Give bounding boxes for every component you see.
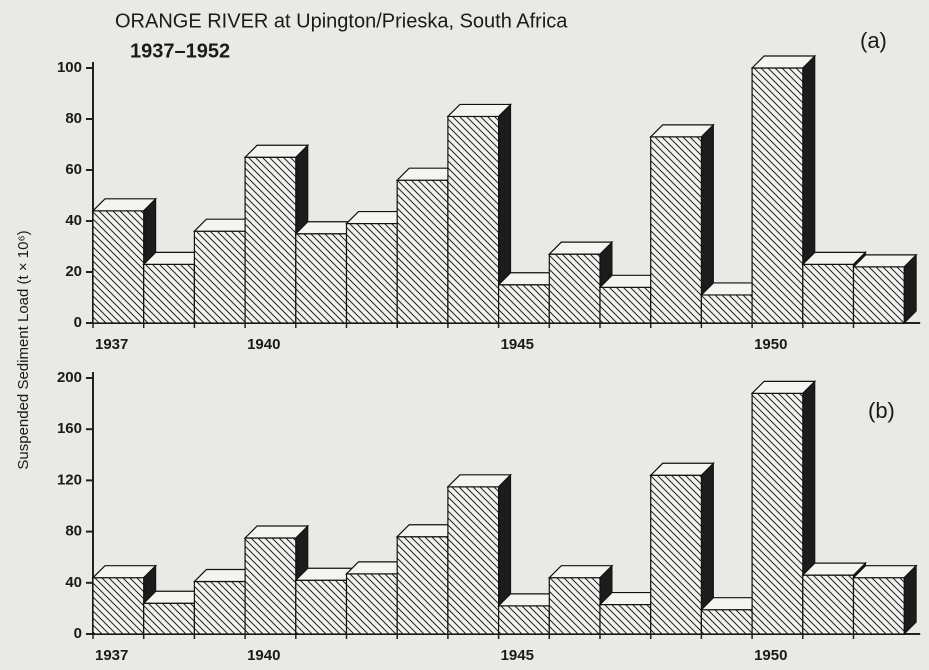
bar-front [295, 233, 348, 324]
bar-front [498, 605, 550, 635]
x-tick-label: 1937 [95, 647, 128, 664]
y-tick-label: 120 [57, 471, 82, 488]
bar [750, 54, 817, 325]
panel-label: (b) [868, 398, 895, 423]
y-tick-label: 80 [65, 110, 82, 127]
bar-front [396, 179, 449, 324]
bar-top [243, 144, 310, 158]
bar-top [801, 251, 867, 265]
bar-front [650, 474, 703, 635]
bar-top [852, 254, 918, 268]
y-axis-label: Suspended Sediment Load (t × 10⁶) [15, 230, 32, 469]
y-tick-label: 200 [57, 369, 82, 386]
bar-front [751, 392, 804, 635]
x-tick-label: 1945 [501, 336, 534, 353]
bar-front [244, 537, 297, 635]
bar-front [143, 263, 195, 324]
bar-top [91, 565, 158, 579]
bar-top [446, 474, 513, 488]
bar-top [750, 55, 817, 69]
bar-front [447, 486, 500, 635]
bar-front [802, 263, 855, 324]
y-tick-label: 40 [65, 574, 82, 591]
bar-front [345, 222, 398, 324]
y-tick-label: 0 [74, 625, 82, 642]
chart-subtitle: 1937–1952 [130, 40, 230, 62]
bar-front [751, 67, 804, 324]
bar [852, 564, 918, 636]
y-tick-label: 160 [57, 420, 82, 437]
bar-top [649, 124, 715, 138]
bar-front [548, 253, 601, 324]
bar [91, 197, 158, 325]
x-tick-label: 1940 [247, 336, 280, 353]
bar [852, 253, 918, 325]
panel-label: (a) [860, 28, 887, 53]
y-tick-label: 20 [65, 263, 82, 280]
bar-top [446, 103, 513, 118]
bar-front [447, 115, 500, 324]
bar-front [143, 602, 195, 635]
bar-front [92, 210, 145, 324]
bar-top [750, 380, 817, 394]
bar-front [548, 577, 601, 635]
bar-front [295, 579, 348, 635]
bar [446, 473, 513, 636]
bar-top [547, 565, 614, 579]
bar-front [599, 286, 652, 324]
bar-front [852, 266, 905, 324]
bar-top [649, 462, 715, 476]
bar-front [396, 536, 449, 635]
bar-top [547, 241, 614, 255]
bar [649, 462, 715, 636]
y-tick-label: 0 [74, 314, 82, 331]
x-tick-label: 1937 [95, 336, 128, 353]
bar-front [345, 573, 398, 635]
bar-front [193, 580, 246, 635]
bar [497, 592, 563, 636]
bar-top [91, 198, 158, 212]
bar-front [599, 603, 652, 635]
x-tick-label: 1950 [754, 336, 787, 353]
bar-front [650, 136, 703, 324]
bar-top [243, 525, 310, 539]
bar [91, 564, 158, 636]
bar-front [852, 577, 905, 635]
bar-top [852, 565, 918, 579]
x-tick-label: 1945 [501, 647, 534, 664]
bar-front [244, 156, 297, 324]
bar [446, 103, 513, 325]
bar-top [801, 562, 867, 576]
x-tick-label: 1940 [247, 647, 280, 664]
bar-front [700, 294, 753, 324]
bar-front [700, 609, 753, 635]
y-tick-label: 80 [65, 523, 82, 540]
y-tick-label: 40 [65, 212, 82, 229]
bar [750, 380, 817, 636]
y-tick-label: 60 [65, 161, 82, 178]
bar-front [193, 230, 246, 324]
x-tick-label: 1950 [754, 647, 787, 664]
bar [649, 123, 715, 325]
bar-front [92, 577, 145, 635]
bar-front [498, 284, 550, 324]
chart-title: ORANGE RIVER at Upington/Prieska, South … [115, 10, 568, 32]
bar-front [802, 574, 855, 635]
y-tick-label: 100 [57, 59, 82, 76]
